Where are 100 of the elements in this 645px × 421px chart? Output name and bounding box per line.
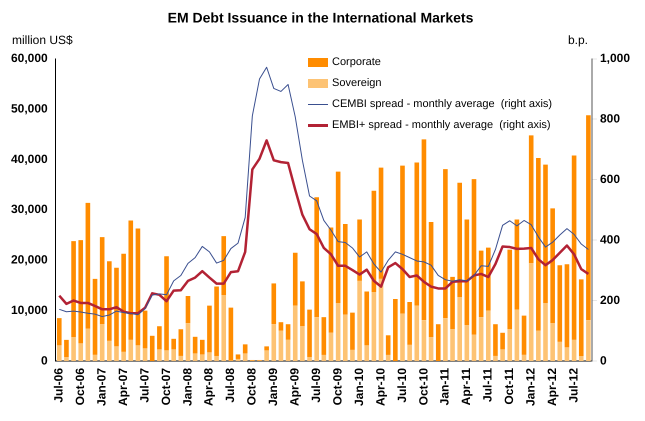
bar	[286, 340, 290, 361]
bar	[436, 324, 441, 361]
bar	[528, 135, 534, 264]
x-tick-label: Jan-07	[94, 368, 108, 406]
bar	[378, 168, 384, 279]
bar	[78, 343, 84, 361]
bar	[228, 308, 234, 360]
x-tick-label: Apr-12	[544, 368, 559, 406]
x-tick-label: Apr-08	[202, 368, 216, 406]
bar	[164, 350, 169, 361]
legend-label: EMBI+ spread - monthly average (right axis)	[332, 118, 551, 133]
x-tick-label: Jul-09	[309, 368, 323, 403]
bar	[186, 296, 190, 324]
bar	[400, 314, 405, 361]
x-tick-label: Oct-07	[158, 368, 173, 406]
bar	[278, 330, 284, 361]
bar	[171, 349, 176, 361]
bar	[192, 336, 198, 354]
bar	[493, 356, 498, 361]
bar	[364, 291, 370, 346]
bar	[328, 332, 334, 361]
bar	[507, 250, 512, 330]
legend-label: Corporate	[332, 55, 381, 70]
bar	[121, 352, 126, 361]
bar	[128, 220, 134, 340]
bar	[271, 283, 276, 324]
bar	[92, 278, 98, 355]
bar	[207, 306, 212, 352]
bar	[550, 323, 555, 361]
bar	[478, 250, 484, 318]
x-tick-label: Jul-07	[137, 368, 152, 403]
bar	[242, 353, 248, 361]
x-tick-label: Jul-12	[566, 368, 580, 403]
bar	[292, 252, 298, 306]
bar	[264, 350, 269, 361]
bar	[207, 352, 212, 361]
x-tick-label: Jan-12	[524, 368, 538, 406]
bar	[500, 332, 505, 350]
bar	[414, 306, 420, 361]
x-tick-label: Apr-10	[373, 368, 388, 406]
x-tick-label: Apr-09	[288, 368, 302, 406]
bar	[322, 354, 326, 361]
bar	[578, 279, 584, 356]
bar	[128, 340, 134, 361]
bar	[536, 330, 541, 361]
bar	[242, 344, 248, 354]
bar	[572, 340, 576, 361]
x-tick-label: Oct-11	[502, 368, 516, 405]
bar	[314, 317, 319, 361]
bar	[200, 340, 205, 354]
bar	[264, 346, 269, 350]
bar	[350, 350, 355, 361]
y-tick-label: 30,000	[11, 202, 48, 216]
x-tick-label: Oct-10	[416, 368, 430, 406]
bar	[500, 349, 505, 361]
bar	[550, 208, 555, 324]
bar	[221, 295, 226, 361]
bar	[114, 268, 119, 346]
bar	[407, 344, 412, 361]
bar	[236, 354, 240, 359]
bar	[372, 190, 376, 292]
bar	[514, 219, 520, 310]
x-tick-label: Jul-10	[394, 368, 409, 403]
bar	[214, 286, 219, 356]
bar	[300, 281, 305, 326]
bar	[578, 356, 584, 361]
bar	[536, 158, 541, 331]
bar	[386, 335, 390, 355]
y-tick-label: 0	[41, 353, 48, 368]
bar	[486, 310, 491, 361]
bar	[107, 340, 112, 361]
bar	[378, 278, 384, 361]
bar	[464, 325, 470, 361]
bar	[307, 356, 312, 361]
bar	[114, 346, 119, 361]
x-tick-label: Jan-11	[438, 368, 452, 406]
bar	[350, 312, 355, 350]
x-tick-label: Jul-11	[480, 368, 495, 402]
bar	[186, 323, 190, 361]
bar	[171, 338, 176, 350]
bar	[428, 337, 434, 361]
bar	[457, 297, 462, 361]
bar	[450, 276, 455, 330]
bar	[56, 345, 62, 361]
legend-label: Sovereign	[332, 76, 382, 91]
bar	[178, 356, 184, 361]
y2-tick-label: 600	[600, 172, 620, 186]
bar	[328, 228, 334, 333]
bar	[271, 324, 276, 361]
bar	[557, 265, 562, 342]
bar	[78, 240, 84, 344]
bar	[450, 329, 455, 361]
bar	[142, 348, 148, 361]
x-tick-label: Jul-06	[52, 368, 66, 403]
y2-tick-label: 400	[600, 232, 620, 246]
chart-title: EM Debt Issuance in the International Markets	[168, 9, 474, 26]
bar	[386, 354, 390, 361]
bar	[71, 337, 76, 361]
bar	[192, 353, 198, 361]
bar	[564, 347, 570, 361]
